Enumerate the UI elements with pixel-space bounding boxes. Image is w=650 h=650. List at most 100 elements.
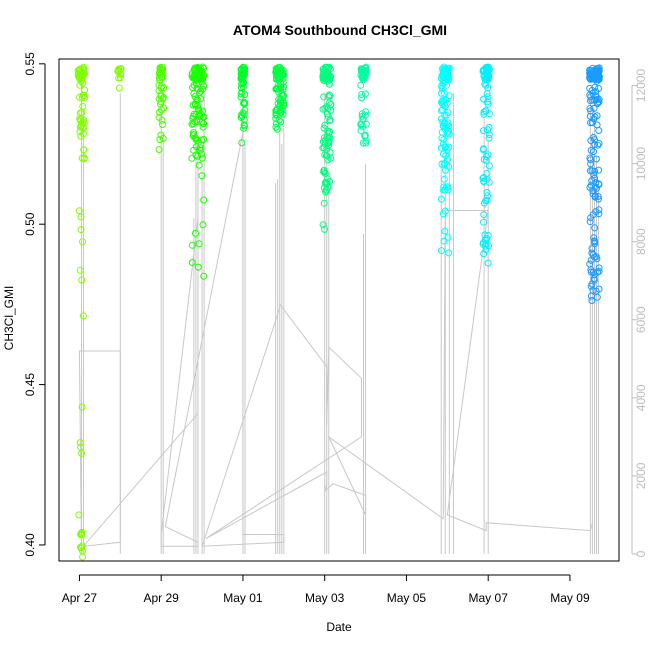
data-point [239,76,247,84]
data-point [587,214,595,222]
data-point [485,162,493,170]
data-point [76,115,84,123]
data-point [189,101,197,109]
data-point [321,69,329,76]
data-point [590,276,598,284]
data-point [441,71,449,79]
data-point [195,111,203,119]
data-point [438,85,446,92]
x-tick-label: May 03 [305,591,345,605]
data-point [444,127,452,135]
data-point [279,78,287,86]
data-point [445,130,453,138]
data-point [199,107,207,115]
data-point [155,146,163,153]
data-point [480,250,488,258]
data-point [200,196,208,204]
data-point [197,150,205,158]
data-point [595,285,603,293]
data-point [445,143,453,151]
data-point [362,120,370,128]
data-point [323,186,331,194]
data-point [480,211,488,219]
data-point [593,293,601,301]
data-point [586,260,594,268]
y-tick-label: 0.55 [23,52,37,76]
data-point [195,106,202,114]
data-point [591,238,599,246]
y2-axis: 0 2000 4000 6000 8000 10000 12000 [631,69,648,557]
data-point [191,93,199,100]
data-point [199,123,207,131]
data-point [319,221,327,229]
data-point [276,106,284,114]
data-point [320,199,328,207]
data-point [240,66,248,74]
data-point [240,121,248,129]
data-point [277,71,285,79]
data-point [590,104,598,112]
data-point [323,152,331,160]
data-point [593,184,600,192]
data-point [188,259,196,266]
data-point [79,553,87,561]
data-point [594,64,602,72]
data-point [586,69,594,77]
y2-tick-label: 0 [634,550,648,557]
data-point [272,106,280,114]
data-point [482,63,490,71]
y2-tick-label: 12000 [634,69,648,103]
x-tick-label: Apr 29 [144,591,180,605]
data-point [325,142,332,150]
y-tick-label: 0.50 [23,212,37,236]
data-point [439,79,447,87]
data-point [593,77,601,85]
data-point [195,66,202,74]
data-point [241,106,249,114]
data-point [190,146,198,154]
data-point [325,129,333,137]
data-point [325,91,333,99]
x-tick-label: May 01 [223,591,263,605]
data-point [192,135,200,143]
data-point [481,242,489,250]
y2-tick-label: 10000 [634,147,648,181]
data-point [445,92,453,100]
data-point [155,113,163,121]
data-point [189,84,197,92]
data-point [238,67,246,74]
data-point [321,225,329,233]
data-point [195,70,203,78]
data-point [362,63,370,71]
data-point [321,169,329,177]
data-point [199,63,207,71]
data-point [198,154,206,162]
data-point [358,110,366,118]
data-point [323,110,331,118]
data-point [438,134,446,142]
data-point [156,136,164,144]
data-point [445,65,453,73]
data-point [326,92,334,100]
data-point [485,134,493,142]
data-point [440,161,448,169]
data-point [199,221,207,229]
data-point [272,109,280,117]
data-point [155,87,163,95]
data-point [591,174,599,182]
data-point [237,90,245,98]
data-point [76,65,84,73]
data-point [479,146,487,154]
y2-tick-label: 2000 [634,462,648,489]
data-point [480,218,487,226]
data-point [156,76,164,84]
data-point [440,150,447,158]
data-point [197,141,205,149]
data-point [198,136,205,144]
data-point [443,73,451,81]
data-point [441,186,449,194]
data-point [322,179,329,186]
data-point [595,127,603,134]
data-point [591,167,599,175]
